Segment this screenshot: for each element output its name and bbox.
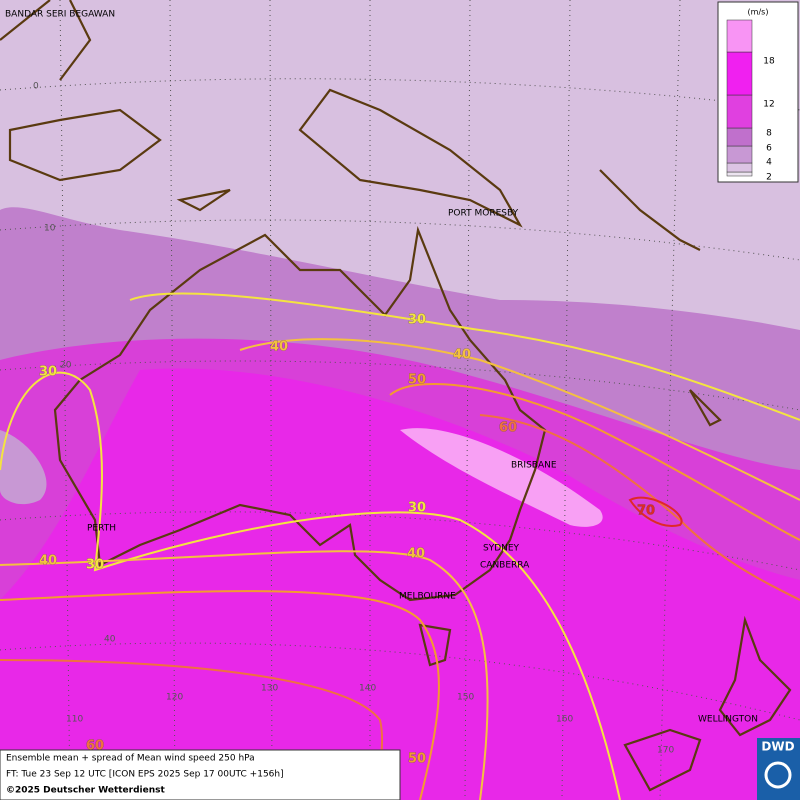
city-label: WELLINGTON — [698, 715, 758, 725]
footer-box — [0, 749, 401, 800]
legend-swatch — [726, 127, 753, 147]
legend-swatch — [726, 51, 753, 96]
logo-text: DWD — [761, 740, 794, 754]
city-label: CANBERRA — [480, 561, 530, 571]
contour-label: 60 — [86, 739, 104, 754]
contour-label: 40 — [270, 340, 288, 355]
contour-label: 30 — [408, 313, 426, 328]
legend-swatch — [726, 19, 753, 53]
jet-max-region — [400, 428, 603, 527]
jet-core-region — [0, 368, 800, 800]
legend-swatch — [726, 145, 753, 164]
grid-label: 120 — [166, 693, 183, 703]
grid-label: 10 — [44, 224, 56, 234]
city-label: SYDNEY — [483, 544, 520, 554]
city-label: BRISBANE — [511, 461, 557, 471]
legend-label: 18 — [763, 57, 775, 67]
contour-label: 30 — [39, 365, 57, 380]
grid-label: 170 — [657, 746, 674, 756]
legend-label: 12 — [763, 100, 774, 110]
grid-label: 160 — [556, 715, 573, 725]
contour-label: 50 — [408, 373, 426, 388]
grid-label: 150 — [457, 693, 474, 703]
legend-unit: (m/s) — [748, 8, 769, 17]
grid-label: 110 — [66, 715, 83, 725]
light-region — [0, 0, 800, 330]
city-label: PERTH — [87, 524, 116, 534]
city-label: PORT MORESBY — [448, 209, 519, 219]
legend-label: 8 — [766, 129, 772, 139]
grid-label: 40 — [104, 635, 116, 645]
contour-label: 50 — [408, 752, 426, 767]
contours — [0, 292, 800, 800]
contour-label: 40 — [39, 554, 57, 569]
footer-line: ©2025 Deutscher Wetterdienst — [6, 786, 165, 796]
logo — [757, 738, 800, 800]
legend-swatch — [726, 94, 753, 129]
contour-label: 30 — [408, 501, 426, 516]
legend-label: 4 — [766, 158, 772, 168]
city-label: BANDAR SERI BEGAWAN — [5, 10, 115, 20]
grid-label: 130 — [261, 684, 278, 694]
contour-label: 30 — [86, 558, 104, 573]
footer-line: FT: Tue 23 Sep 12 UTC [ICON EPS 2025 Sep… — [6, 770, 284, 780]
contour-label: 60 — [499, 421, 517, 436]
legend-label: 6 — [766, 144, 772, 154]
legend-label: 2 — [766, 173, 772, 183]
legend-swatch — [726, 171, 753, 177]
low-region — [0, 430, 47, 505]
contour-label: 40 — [453, 348, 471, 363]
contour-label: 40 — [407, 547, 425, 562]
logo-swirl — [764, 761, 792, 789]
contour-label: 70 — [637, 504, 655, 519]
grid-label: 20 — [60, 361, 72, 371]
footer-line: Ensemble mean + spread of Mean wind spee… — [6, 754, 255, 764]
grid-label: 0 — [33, 82, 39, 92]
grid-label: 140 — [359, 684, 376, 694]
city-label: MELBOURNE — [399, 592, 456, 602]
legend-swatch — [726, 162, 753, 173]
